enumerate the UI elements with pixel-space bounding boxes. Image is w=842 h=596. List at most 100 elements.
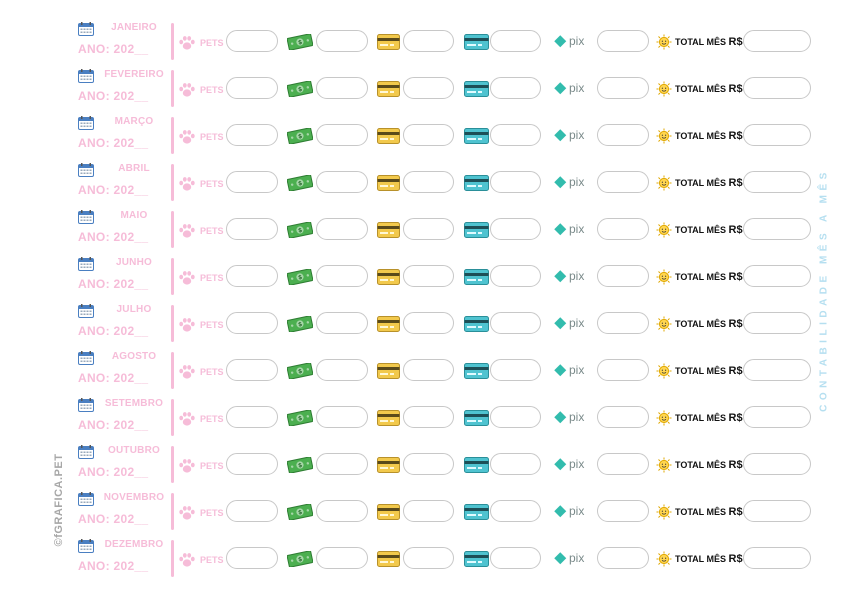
pix-amount-field[interactable] — [597, 218, 649, 240]
pix-amount-field[interactable] — [597, 30, 649, 52]
credit-card-amount-field[interactable] — [403, 547, 454, 569]
cash-icon: $ — [287, 81, 313, 97]
pix-amount-field[interactable] — [597, 312, 649, 334]
pix-amount-field[interactable] — [597, 77, 649, 99]
cash-amount-field[interactable] — [316, 406, 368, 428]
pets-amount-field[interactable] — [226, 77, 278, 99]
cash-amount-field[interactable] — [316, 30, 368, 52]
credit-card-amount-field[interactable] — [403, 30, 454, 52]
pix-amount-field[interactable] — [597, 406, 649, 428]
pix-icon: pix — [554, 269, 584, 283]
total-text: TOTAL MÊS — [675, 554, 727, 564]
pets-amount-field[interactable] — [226, 30, 278, 52]
cash-icon: $ — [287, 410, 313, 426]
credit-card-amount-field[interactable] — [403, 453, 454, 475]
pets-amount-field[interactable] — [226, 547, 278, 569]
cash-amount-field[interactable] — [316, 453, 368, 475]
row-divider — [171, 493, 174, 530]
year-label: ANO: 202__ — [78, 465, 149, 479]
credit-card-amount-field[interactable] — [403, 312, 454, 334]
pets-amount-field[interactable] — [226, 171, 278, 193]
calendar-icon — [78, 445, 94, 459]
pix-amount-field[interactable] — [597, 547, 649, 569]
total-text: TOTAL MÊS — [675, 366, 727, 376]
credit-card-amount-field[interactable] — [403, 77, 454, 99]
debit-card-amount-field[interactable] — [490, 77, 541, 99]
pets-amount-field[interactable] — [226, 406, 278, 428]
debit-card-amount-field[interactable] — [490, 171, 541, 193]
credit-card-icon — [377, 457, 400, 473]
total-amount-field[interactable] — [743, 500, 811, 522]
debit-card-amount-field[interactable] — [490, 218, 541, 240]
pix-text: pix — [569, 175, 584, 189]
credit-card-amount-field[interactable] — [403, 171, 454, 193]
cash-amount-field[interactable] — [316, 500, 368, 522]
cash-amount-field[interactable] — [316, 359, 368, 381]
debit-card-amount-field[interactable] — [490, 359, 541, 381]
debit-card-amount-field[interactable] — [490, 406, 541, 428]
pets-label: PETS — [200, 85, 224, 95]
pets-amount-field[interactable] — [226, 500, 278, 522]
debit-card-amount-field[interactable] — [490, 265, 541, 287]
credit-card-amount-field[interactable] — [403, 406, 454, 428]
pets-amount-field[interactable] — [226, 265, 278, 287]
total-amount-field[interactable] — [743, 218, 811, 240]
brand-watermark: ©fGRAFICA.PET — [53, 453, 65, 547]
debit-card-amount-field[interactable] — [490, 453, 541, 475]
credit-card-amount-field[interactable] — [403, 500, 454, 522]
total-amount-field[interactable] — [743, 124, 811, 146]
cash-amount-field[interactable] — [316, 77, 368, 99]
paw-icon — [179, 271, 195, 285]
cash-amount-field[interactable] — [316, 124, 368, 146]
credit-card-amount-field[interactable] — [403, 218, 454, 240]
total-amount-field[interactable] — [743, 77, 811, 99]
credit-card-amount-field[interactable] — [403, 359, 454, 381]
pix-amount-field[interactable] — [597, 171, 649, 193]
row-divider — [171, 211, 174, 248]
total-amount-field[interactable] — [743, 547, 811, 569]
total-text: TOTAL MÊS — [675, 131, 727, 141]
pets-amount-field[interactable] — [226, 218, 278, 240]
credit-card-amount-field[interactable] — [403, 265, 454, 287]
pets-label: PETS — [200, 226, 224, 236]
cash-amount-field[interactable] — [316, 218, 368, 240]
pets-amount-field[interactable] — [226, 359, 278, 381]
debit-card-amount-field[interactable] — [490, 312, 541, 334]
pets-amount-field[interactable] — [226, 124, 278, 146]
pix-amount-field[interactable] — [597, 453, 649, 475]
pix-text: pix — [569, 363, 584, 377]
debit-card-icon — [464, 269, 489, 285]
total-amount-field[interactable] — [743, 359, 811, 381]
cash-amount-field[interactable] — [316, 171, 368, 193]
cash-amount-field[interactable] — [316, 312, 368, 334]
credit-card-icon — [377, 363, 400, 379]
debit-card-amount-field[interactable] — [490, 124, 541, 146]
debit-card-icon — [464, 175, 489, 191]
pix-amount-field[interactable] — [597, 500, 649, 522]
cash-amount-field[interactable] — [316, 265, 368, 287]
debit-card-amount-field[interactable] — [490, 30, 541, 52]
total-amount-field[interactable] — [743, 312, 811, 334]
currency-label: R$ — [728, 365, 743, 377]
debit-card-amount-field[interactable] — [490, 547, 541, 569]
pets-label: PETS — [200, 367, 224, 377]
total-amount-field[interactable] — [743, 406, 811, 428]
pets-amount-field[interactable] — [226, 312, 278, 334]
cash-amount-field[interactable] — [316, 547, 368, 569]
total-amount-field[interactable] — [743, 453, 811, 475]
pix-amount-field[interactable] — [597, 359, 649, 381]
cash-icon: $ — [287, 34, 313, 50]
pets-amount-field[interactable] — [226, 453, 278, 475]
total-amount-field[interactable] — [743, 171, 811, 193]
pix-amount-field[interactable] — [597, 124, 649, 146]
pix-amount-field[interactable] — [597, 265, 649, 287]
row-divider — [171, 446, 174, 483]
total-amount-field[interactable] — [743, 30, 811, 52]
cash-icon: $ — [287, 504, 313, 520]
credit-card-amount-field[interactable] — [403, 124, 454, 146]
debit-card-amount-field[interactable] — [490, 500, 541, 522]
total-amount-field[interactable] — [743, 265, 811, 287]
cash-icon: $ — [287, 269, 313, 285]
currency-label: R$ — [728, 412, 743, 424]
sun-icon — [656, 363, 672, 379]
